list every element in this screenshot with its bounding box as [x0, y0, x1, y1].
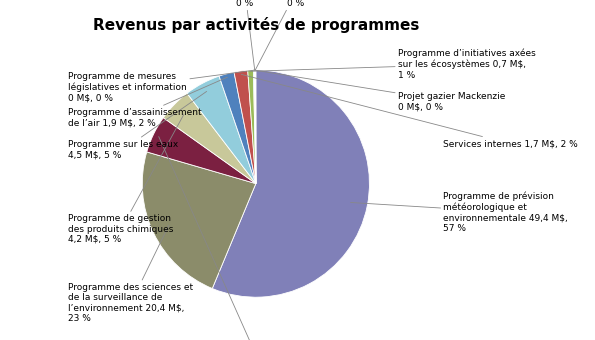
Text: Programme de gestion
des produits chimiques
4,2 M$, 5 %: Programme de gestion des produits chimiq…: [68, 114, 184, 244]
Wedge shape: [253, 70, 256, 184]
Wedge shape: [147, 118, 256, 184]
Text: Programme des sciences et
de la surveillance de
l’environnement 20,4 M$,
23 %: Programme des sciences et de la surveill…: [68, 225, 193, 323]
Wedge shape: [255, 70, 256, 184]
Text: Services internes 1,7 M$, 2 %: Services internes 1,7 M$, 2 %: [242, 74, 578, 148]
Wedge shape: [234, 70, 256, 184]
Wedge shape: [248, 70, 256, 184]
Wedge shape: [212, 70, 369, 297]
Text: Projet gazier Mackenzie
0 M$, 0 %: Projet gazier Mackenzie 0 M$, 0 %: [254, 70, 505, 112]
Text: Société Harbourfront
Corporation 0 M$,
0 %: Société Harbourfront Corporation 0 M$, 0…: [248, 0, 343, 70]
Text: Programme d’assainissement
de l’air 1,9 M$, 2 %: Programme d’assainissement de l’air 1,9 …: [68, 77, 227, 128]
Text: Programme de
revitalisation du secteur
riverain de Toronto 0 M$,
0 %: Programme de revitalisation du secteur r…: [188, 0, 301, 70]
Wedge shape: [187, 76, 256, 184]
Wedge shape: [219, 72, 256, 184]
Wedge shape: [142, 152, 256, 289]
Wedge shape: [164, 93, 256, 184]
Text: Programme sur les eaux
4,5 M$, 5 %: Programme sur les eaux 4,5 M$, 5 %: [68, 91, 206, 159]
Text: Programme d’initiatives axées
sur les écosystèmes 0,7 M$,
1 %: Programme d’initiatives axées sur les éc…: [250, 49, 536, 80]
Text: Programme de la
biodiversité et des
espèces sauvages
4,7 M$, 5 %: Programme de la biodiversité et des espè…: [159, 137, 309, 340]
Title: Revenus par activités de programmes: Revenus par activités de programmes: [93, 17, 419, 33]
Text: Programme de mesures
législatives et information
0 M$, 0 %: Programme de mesures législatives et inf…: [68, 70, 256, 102]
Wedge shape: [255, 70, 256, 184]
Text: Programme de prévision
météorologique et
environnementale 49,4 M$,
57 %: Programme de prévision météorologique et…: [350, 191, 568, 233]
